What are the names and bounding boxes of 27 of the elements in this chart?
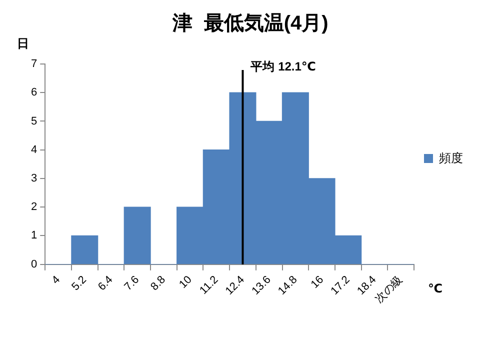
y-tick-label: 0 [30,258,38,270]
y-tick-label: 6 [30,86,38,99]
chart-title: 津 最低気温(4月) [172,12,328,35]
y-axis-title: 日 [17,36,30,50]
y-tick-label: 7 [30,58,38,70]
x-tick-label: 4 [50,274,63,287]
x-tick-label: 12.4 [223,274,247,298]
x-tick-label: 11.2 [198,274,221,297]
y-tick-label: 2 [30,201,38,214]
x-tick-label: 8.8 [148,274,168,294]
y-tick-label: 3 [30,172,38,185]
x-tick-label: 10 [177,274,194,291]
x-tick-label: 5.2 [70,274,89,294]
x-tick-label: 7.6 [122,274,142,294]
bar [71,235,98,264]
x-tick-label: 17.2 [328,274,352,298]
y-tick-label: 4 [30,144,38,156]
x-axis-title: ℃ [428,282,443,296]
x-tick-label: 6.4 [96,274,116,294]
legend-label: 頻度 [439,150,463,165]
bar [124,206,151,264]
ref-line-label: 平均 12.1℃ [250,59,316,74]
x-tick-label: 14.8 [276,274,300,298]
y-tick-label: 5 [30,115,38,128]
x-tick-label: 13.6 [250,274,274,298]
y-tick-label: 1 [30,230,38,242]
x-tick-label: 16 [308,274,326,291]
